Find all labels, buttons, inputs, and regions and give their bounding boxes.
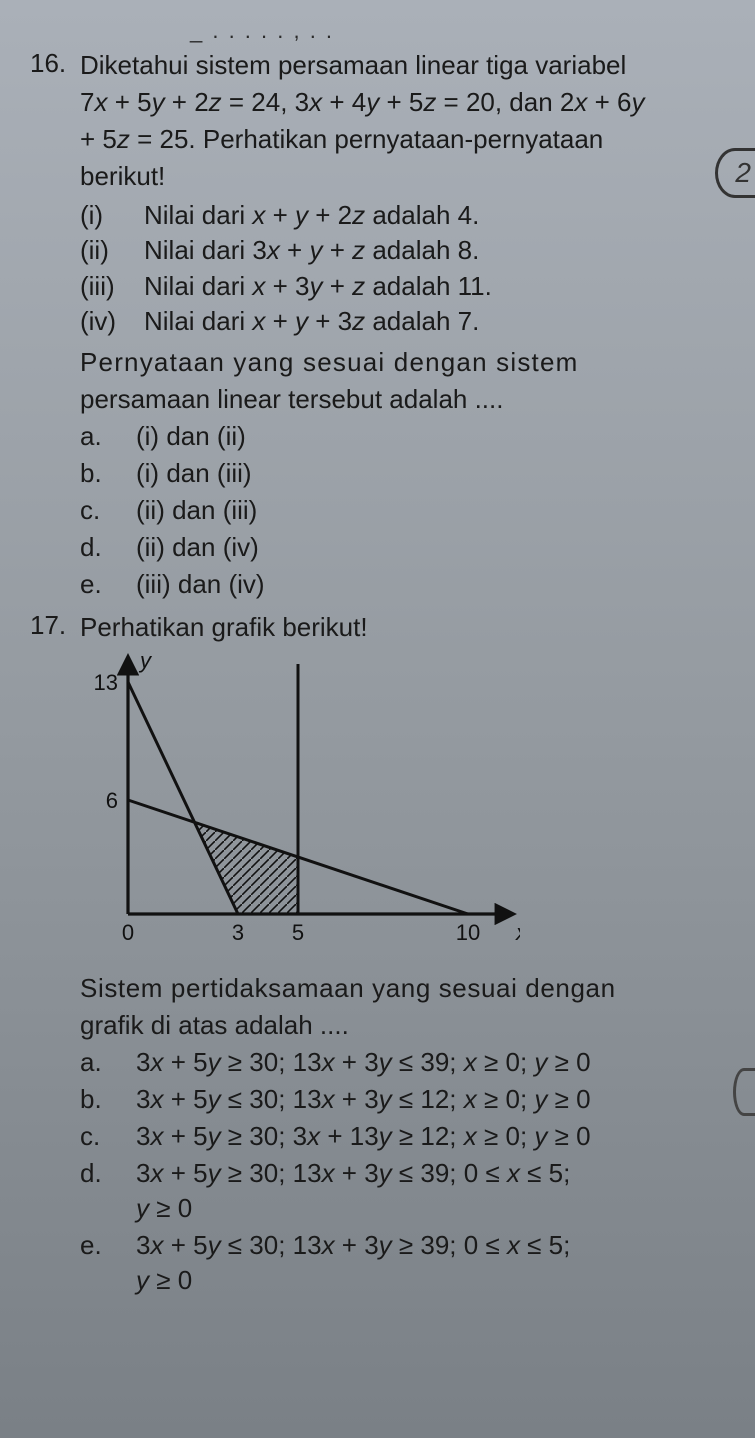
q17-option-text: 3x + 5y ≥ 30; 13x + 3y ≤ 39; x ≥ 0; y ≥ … bbox=[136, 1045, 725, 1080]
q17-option-label: a. bbox=[80, 1045, 136, 1080]
q16-option-label: e. bbox=[80, 567, 136, 602]
q16-option-label: d. bbox=[80, 530, 136, 565]
q17-graph-svg: 0 3 5 10 6 13 x y bbox=[80, 652, 520, 952]
q17-options: a.3x + 5y ≥ 30; 13x + 3y ≤ 39; x ≥ 0; y … bbox=[80, 1045, 725, 1299]
q17-stem: Perhatikan grafik berikut! bbox=[80, 610, 725, 645]
q16-option-text: (ii) dan (iii) bbox=[136, 493, 725, 528]
q16-option: a.(i) dan (ii) bbox=[80, 419, 725, 454]
q16-options: a.(i) dan (ii)b.(i) dan (iii)c.(ii) dan … bbox=[80, 419, 725, 602]
svg-text:6: 6 bbox=[106, 788, 118, 813]
q17-graph: 0 3 5 10 6 13 x y bbox=[80, 652, 725, 961]
page-top-fragment: _ . . . . . , . . bbox=[190, 18, 725, 44]
q17-option-label: e. bbox=[80, 1228, 136, 1298]
q17-option: d.3x + 5y ≥ 30; 13x + 3y ≤ 39; 0 ≤ x ≤ 5… bbox=[80, 1156, 725, 1226]
q16-prompt-line1: Pernyataan yang sesuai dengan sistem bbox=[80, 345, 725, 380]
edge-paren-mark bbox=[733, 1068, 755, 1116]
q16-stem-line4: berikut! bbox=[80, 159, 725, 194]
q17-prompt-line2: grafik di atas adalah .... bbox=[80, 1008, 725, 1043]
q16-roman-item: (i)Nilai dari x + y + 2z adalah 4. bbox=[80, 198, 725, 233]
q16-roman-text: Nilai dari x + y + 2z adalah 4. bbox=[144, 198, 725, 233]
q17-option: e.3x + 5y ≤ 30; 13x + 3y ≥ 39; 0 ≤ x ≤ 5… bbox=[80, 1228, 725, 1298]
q17-option: a.3x + 5y ≥ 30; 13x + 3y ≤ 39; x ≥ 0; y … bbox=[80, 1045, 725, 1080]
q16-roman-text: Nilai dari x + y + 3z adalah 7. bbox=[144, 304, 725, 339]
q17-option-text: 3x + 5y ≤ 30; 13x + 3y ≤ 12; x ≥ 0; y ≥ … bbox=[136, 1082, 725, 1117]
q16-roman-item: (iii)Nilai dari x + 3y + z adalah 11. bbox=[80, 269, 725, 304]
q16-roman-text: Nilai dari x + 3y + z adalah 11. bbox=[144, 269, 725, 304]
q16-roman-list: (i)Nilai dari x + y + 2z adalah 4.(ii)Ni… bbox=[80, 198, 725, 338]
q16-stem-line2: 7x + 5y + 2z = 24, 3x + 4y + 5z = 20, da… bbox=[80, 85, 725, 120]
q16-roman-item: (ii)Nilai dari 3x + y + z adalah 8. bbox=[80, 233, 725, 268]
q16-option-label: b. bbox=[80, 456, 136, 491]
q16-stem-line1: Diketahui sistem persamaan linear tiga v… bbox=[80, 48, 725, 83]
q16-option: e.(iii) dan (iv) bbox=[80, 567, 725, 602]
q17-option-text: 3x + 5y ≤ 30; 13x + 3y ≥ 39; 0 ≤ x ≤ 5;y… bbox=[136, 1228, 725, 1298]
handwritten-circle-value: 2 bbox=[735, 157, 751, 189]
q16-prompt-line2: persamaan linear tersebut adalah .... bbox=[80, 382, 725, 417]
q16-roman-label: (ii) bbox=[80, 233, 144, 268]
q16-roman-label: (iii) bbox=[80, 269, 144, 304]
q16-body: Diketahui sistem persamaan linear tiga v… bbox=[80, 48, 725, 602]
question-16: 16. Diketahui sistem persamaan linear ti… bbox=[30, 48, 725, 602]
svg-text:y: y bbox=[138, 652, 153, 673]
q16-roman-label: (iv) bbox=[80, 304, 144, 339]
q16-option: d.(ii) dan (iv) bbox=[80, 530, 725, 565]
svg-text:13: 13 bbox=[94, 670, 118, 695]
q16-roman-label: (i) bbox=[80, 198, 144, 233]
svg-text:10: 10 bbox=[456, 920, 480, 945]
q16-roman-text: Nilai dari 3x + y + z adalah 8. bbox=[144, 233, 725, 268]
q17-option-label: b. bbox=[80, 1082, 136, 1117]
q16-option-label: a. bbox=[80, 419, 136, 454]
q16-option-text: (i) dan (ii) bbox=[136, 419, 725, 454]
q17-option-label: c. bbox=[80, 1119, 136, 1154]
q16-option-text: (iii) dan (iv) bbox=[136, 567, 725, 602]
q17-option: c.3x + 5y ≥ 30; 3x + 13y ≥ 12; x ≥ 0; y … bbox=[80, 1119, 725, 1154]
q16-roman-item: (iv)Nilai dari x + y + 3z adalah 7. bbox=[80, 304, 725, 339]
handwritten-circle-mark: 2 bbox=[715, 148, 755, 198]
svg-text:0: 0 bbox=[122, 920, 134, 945]
q16-number: 16. bbox=[30, 48, 80, 79]
q17-prompt-line1: Sistem pertidaksamaan yang sesuai dengan bbox=[80, 971, 725, 1006]
q17-option-label: d. bbox=[80, 1156, 136, 1226]
q16-option-label: c. bbox=[80, 493, 136, 528]
q16-option-text: (ii) dan (iv) bbox=[136, 530, 725, 565]
q17-option-text: 3x + 5y ≥ 30; 13x + 3y ≤ 39; 0 ≤ x ≤ 5;y… bbox=[136, 1156, 725, 1226]
q16-option: b.(i) dan (iii) bbox=[80, 456, 725, 491]
svg-text:3: 3 bbox=[232, 920, 244, 945]
q17-option: b.3x + 5y ≤ 30; 13x + 3y ≤ 12; x ≥ 0; y … bbox=[80, 1082, 725, 1117]
q17-body: Perhatikan grafik berikut! 0 3 5 10 6 13 x y Si… bbox=[80, 610, 725, 1298]
q16-option-text: (i) dan (iii) bbox=[136, 456, 725, 491]
question-17: 17. Perhatikan grafik berikut! 0 3 5 10 6 13 x… bbox=[30, 610, 725, 1298]
q17-option-text: 3x + 5y ≥ 30; 3x + 13y ≥ 12; x ≥ 0; y ≥ … bbox=[136, 1119, 725, 1154]
q16-option: c.(ii) dan (iii) bbox=[80, 493, 725, 528]
q16-stem-line3: + 5z = 25. Perhatikan pernyataan-pernyat… bbox=[80, 122, 725, 157]
q17-number: 17. bbox=[30, 610, 80, 641]
svg-text:5: 5 bbox=[292, 920, 304, 945]
svg-text:x: x bbox=[515, 920, 520, 945]
